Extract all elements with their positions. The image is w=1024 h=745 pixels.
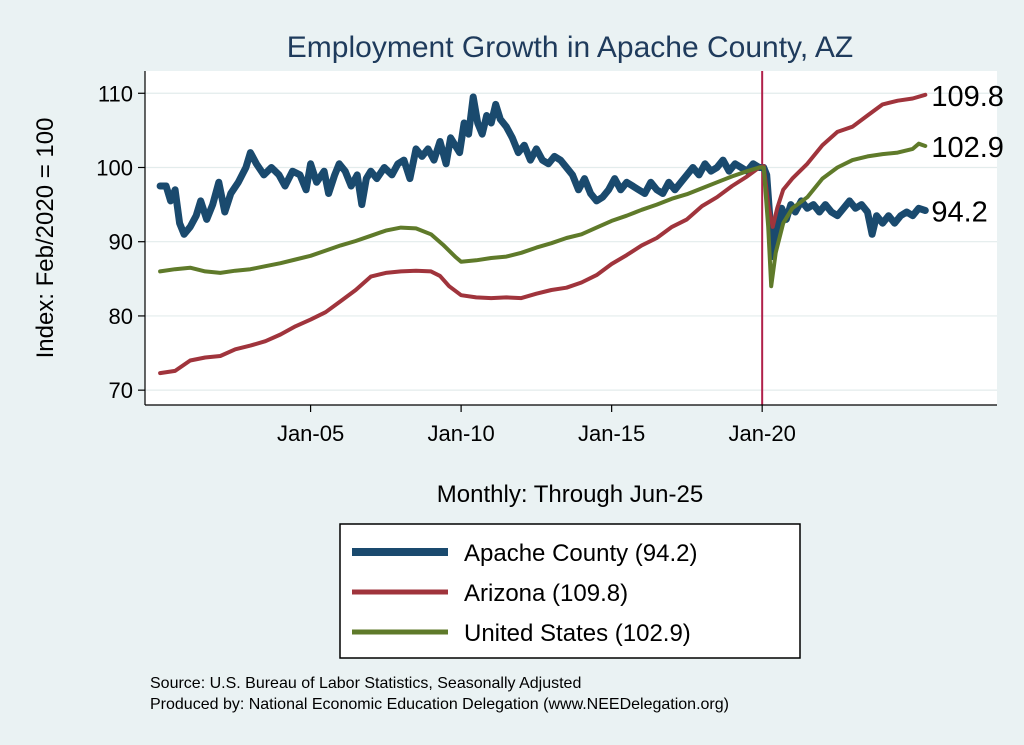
x-tick-label: Jan-05	[277, 421, 344, 446]
end-labels: 94.2 109.8 102.9	[931, 81, 1004, 229]
x-tick-label: Jan-15	[578, 421, 645, 446]
y-tick-label: 80	[109, 304, 133, 329]
end-label-0: 94.2	[931, 197, 987, 229]
end-label-1: 109.8	[931, 81, 1004, 113]
y-tick-label: 100	[96, 155, 133, 180]
x-tick-labels: Jan-05 Jan-10 Jan-15 Jan-20	[277, 421, 796, 446]
y-tick-label: 110	[98, 81, 133, 106]
x-tick-label: Jan-10	[427, 421, 494, 446]
chart-title: Employment Growth in Apache County, AZ	[287, 31, 853, 64]
source-line-1: Source: U.S. Bureau of Labor Statistics,…	[150, 675, 581, 692]
x-axis-label: Monthly: Through Jun-25	[437, 481, 703, 508]
y-tick-labels: 70 80 90 100 110	[96, 81, 133, 403]
legend-label-0: Apache County (94.2)	[464, 540, 697, 567]
gridlines	[145, 92, 997, 391]
x-tick-label: Jan-20	[729, 421, 796, 446]
legend-label-1: Arizona (109.8)	[464, 580, 628, 607]
legend-label-2: United States (102.9)	[464, 620, 691, 647]
axes	[138, 71, 997, 412]
y-tick-label: 70	[109, 378, 133, 403]
end-label-2: 102.9	[931, 132, 1004, 164]
series-lines	[156, 92, 929, 376]
legend: Apache County (94.2) Arizona (109.8) Unite…	[339, 523, 801, 659]
y-tick-label: 90	[109, 230, 133, 255]
legend-items: Apache County (94.2) Arizona (109.8) Unite…	[352, 540, 697, 647]
source-line-2: Produced by: National Economic Education…	[150, 696, 729, 713]
series-line-1	[158, 92, 928, 376]
series-line-2	[158, 141, 928, 289]
y-axis-label: Index: Feb/2020 = 100	[32, 118, 59, 359]
